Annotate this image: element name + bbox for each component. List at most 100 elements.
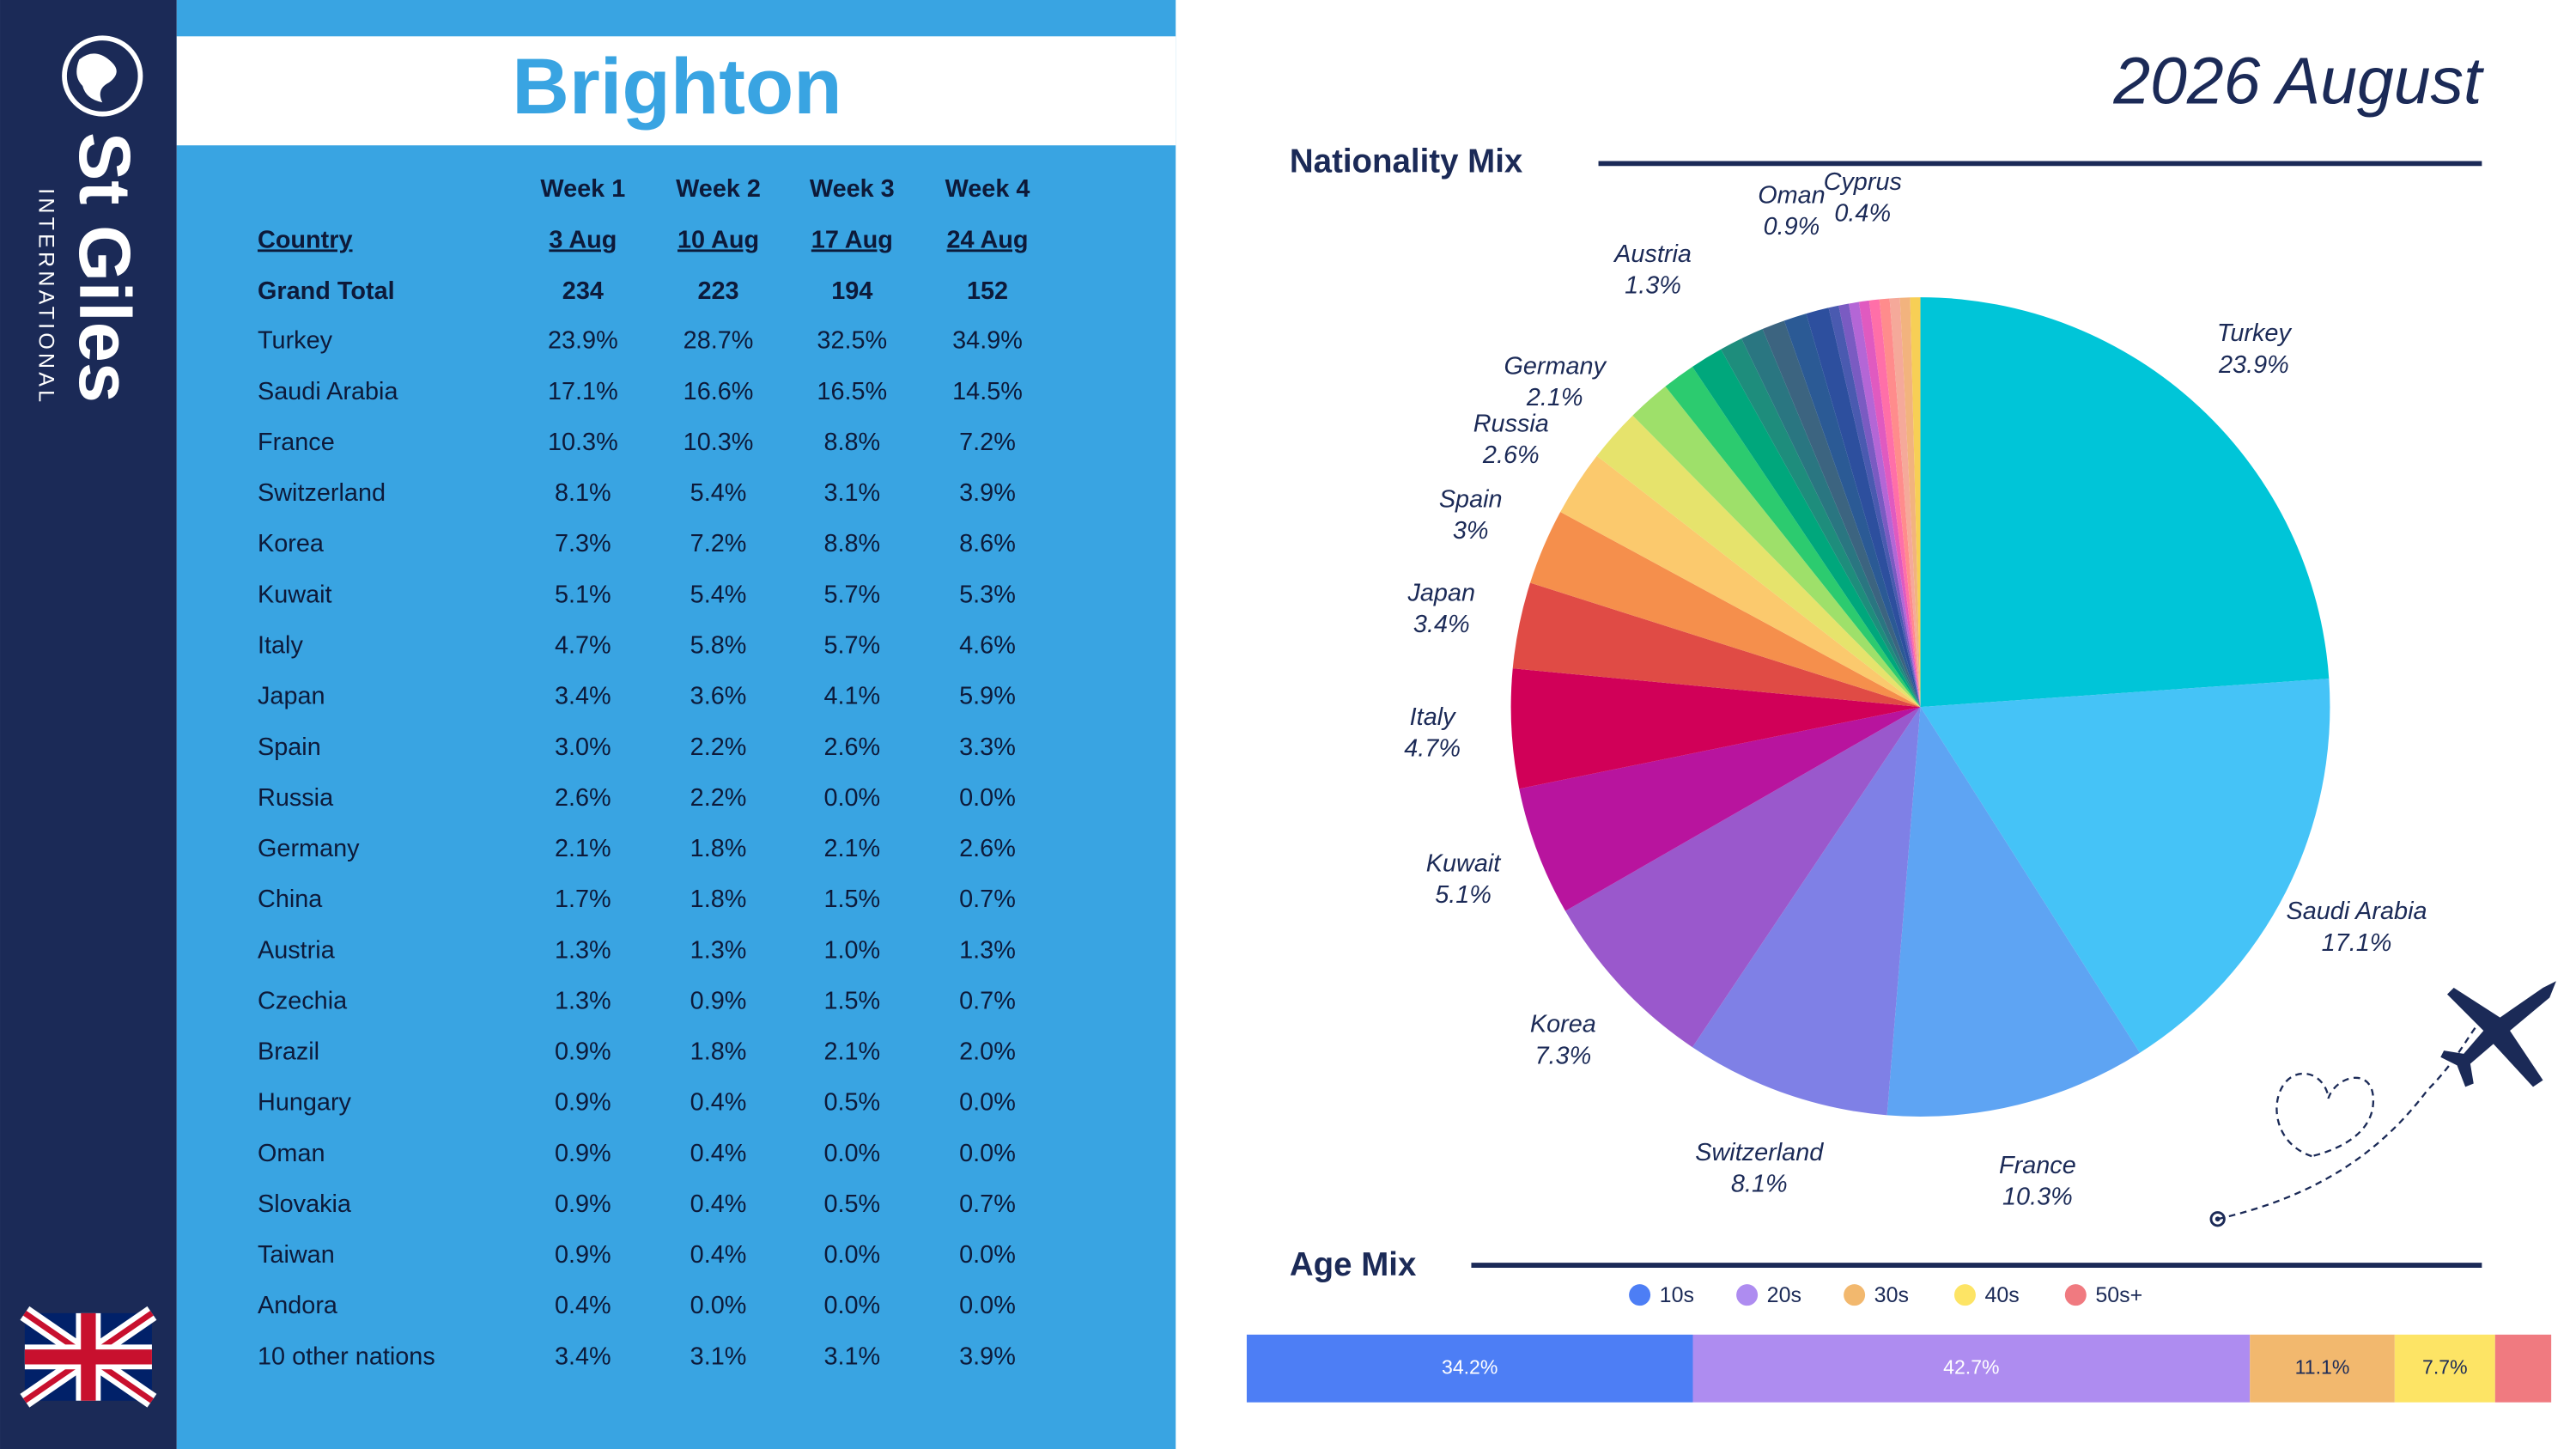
slice-label: Japan xyxy=(1406,580,1475,607)
slice-value: 5.1% xyxy=(1435,881,1492,909)
slice-value: 10.3% xyxy=(2002,1184,2073,1211)
cell: 2.2% xyxy=(690,784,747,812)
pie-slice xyxy=(1783,314,1921,708)
cell: 3.6% xyxy=(690,683,747,710)
cell: 16.6% xyxy=(683,378,754,405)
cell: 0.4% xyxy=(690,1190,747,1218)
cell: 8.8% xyxy=(823,429,880,456)
week-header: Week 1 xyxy=(540,175,625,203)
row-label: China xyxy=(258,886,323,913)
cell: 0.0% xyxy=(959,1292,1016,1319)
row-label: Germany xyxy=(258,835,360,862)
pie-slice xyxy=(1632,386,1921,708)
pie-slice xyxy=(1858,300,1921,708)
cell: 5.3% xyxy=(959,581,1016,608)
pie-slice xyxy=(1762,320,1921,708)
row-label: Hungary xyxy=(258,1089,352,1117)
cell: 0.0% xyxy=(823,1140,880,1167)
legend-swatch xyxy=(1953,1284,1976,1306)
cell: 0.9% xyxy=(555,1140,611,1167)
pie-slice xyxy=(1596,415,1921,708)
cell: 1.8% xyxy=(690,886,747,913)
row-label: 10 other nations xyxy=(258,1342,435,1370)
cell: 5.7% xyxy=(823,632,880,660)
cell: 4.1% xyxy=(823,683,880,710)
cell: 34.9% xyxy=(952,327,1023,355)
row-label: Russia xyxy=(258,784,334,812)
legend-label: 10s xyxy=(1660,1283,1694,1307)
cell: 0.4% xyxy=(690,1140,747,1167)
cell: 0.0% xyxy=(823,784,880,812)
bar-segment xyxy=(2394,1334,2495,1403)
slice-value: 7.3% xyxy=(1535,1042,1592,1069)
slice-label: Switzerland xyxy=(1695,1139,1824,1166)
segment-label: 11.1% xyxy=(2295,1355,2350,1378)
cell: 1.3% xyxy=(555,987,611,1014)
cell: 0.7% xyxy=(959,886,1016,913)
cell: 0.9% xyxy=(555,1089,611,1117)
row-label: Switzerland xyxy=(258,479,386,507)
cell: 28.7% xyxy=(683,327,754,355)
date-header: 10 Aug xyxy=(677,226,759,253)
pie-slice xyxy=(1510,668,1921,789)
pie-slice xyxy=(1838,303,1921,708)
cell: 0.0% xyxy=(959,784,1016,812)
cell: 4.6% xyxy=(959,632,1016,660)
cell: 1.5% xyxy=(823,987,880,1014)
week-header: Week 3 xyxy=(810,175,895,203)
slice-label: Turkey xyxy=(2217,320,2293,347)
slice-value: 3.4% xyxy=(1413,611,1470,638)
slice-label: Cyprus xyxy=(1824,168,1902,196)
slice-value: 2.6% xyxy=(1482,441,1540,469)
cell: 17.1% xyxy=(548,378,618,405)
total-value: 234 xyxy=(562,277,604,305)
pie-slice xyxy=(1899,297,1921,708)
pie-slice xyxy=(1920,297,2330,708)
cell: 5.7% xyxy=(823,581,880,608)
pie-slice xyxy=(1512,582,1921,708)
pie-slice xyxy=(1849,301,1921,708)
slice-value: 1.3% xyxy=(1625,272,1681,300)
total-value: 194 xyxy=(831,277,872,305)
cell: 8.8% xyxy=(823,530,880,557)
cell: 3.3% xyxy=(959,734,1016,761)
row-label: Spain xyxy=(258,734,321,761)
legend-label: 20s xyxy=(1767,1283,1801,1307)
slice-label: Saudi Arabia xyxy=(2287,898,2427,925)
cell: 0.7% xyxy=(959,987,1016,1014)
row-label: Brazil xyxy=(258,1038,319,1066)
slice-label: Italy xyxy=(1410,703,1456,731)
cell: 0.5% xyxy=(823,1089,880,1117)
cell: 14.5% xyxy=(952,378,1023,405)
pie-slice xyxy=(1560,455,1921,708)
pie-slice xyxy=(1868,299,1921,708)
cell: 1.0% xyxy=(823,936,880,964)
cell: 0.5% xyxy=(823,1190,880,1218)
legend-swatch xyxy=(2064,1284,2087,1306)
sidebar xyxy=(0,0,177,1449)
slice-value: 3% xyxy=(1453,517,1489,545)
slice-label: Germany xyxy=(1504,353,1607,381)
cell: 0.4% xyxy=(555,1292,611,1319)
pie-slice xyxy=(1828,305,1921,708)
pie-slice xyxy=(1530,511,1921,708)
cell: 7.2% xyxy=(690,530,747,557)
slice-value: 2.1% xyxy=(1526,384,1583,411)
slice-label: Austria xyxy=(1613,240,1692,268)
row-label: Austria xyxy=(258,936,336,964)
pie-slice xyxy=(1886,707,2141,1117)
cell: 5.4% xyxy=(690,479,747,507)
week-header: Week 2 xyxy=(676,175,761,203)
row-label: Saudi Arabia xyxy=(258,378,398,405)
cell: 23.9% xyxy=(548,327,618,355)
legend-swatch xyxy=(1629,1284,1651,1306)
pie-slice xyxy=(1665,366,1921,708)
legend-label: 30s xyxy=(1874,1283,1909,1307)
pie-slice xyxy=(1920,679,2330,1053)
logo-globe xyxy=(62,35,143,117)
cell: 5.1% xyxy=(555,581,611,608)
segment-label: 7.7% xyxy=(2422,1355,2468,1378)
charts: Turkey 23.9% Saudi Arabia 17.1% France 10.3% S… xyxy=(1246,168,2552,1403)
